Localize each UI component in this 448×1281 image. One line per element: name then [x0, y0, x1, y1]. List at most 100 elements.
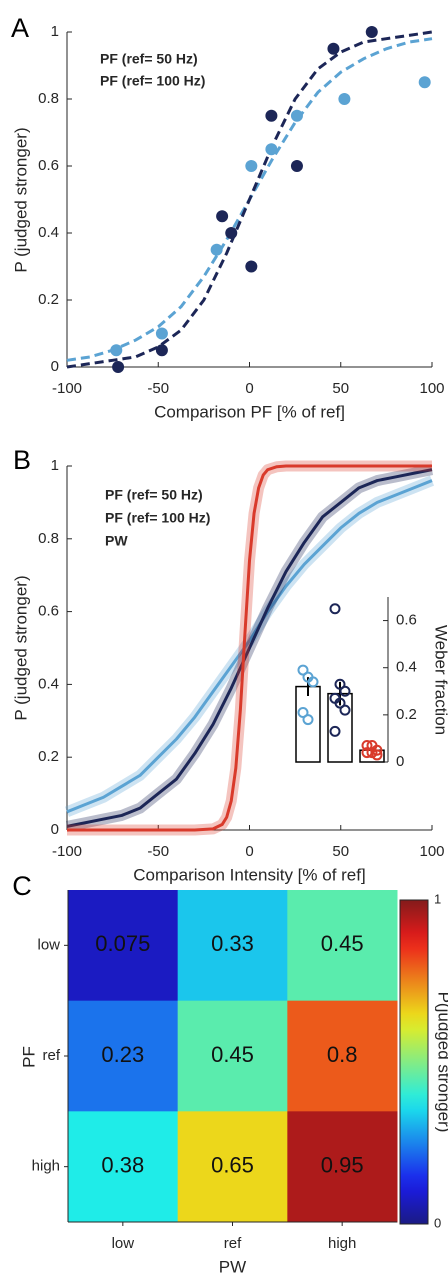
heatmap-cell: [177, 1000, 288, 1112]
data-point: [339, 704, 351, 716]
data-point: [339, 685, 351, 697]
data-point: [418, 76, 431, 89]
colorbar-label: P(judged stronger): [435, 992, 448, 1133]
heatmap-cell: [177, 1111, 288, 1223]
data-point: [245, 160, 258, 172]
x-tick-label: -50: [147, 380, 169, 397]
y-tick-label: 0.4: [396, 659, 417, 676]
data-point: [338, 93, 351, 105]
data-point: [329, 603, 341, 615]
fit-curve: [67, 464, 432, 832]
fit-curve: [66, 468, 433, 828]
x-axis-label: Comparison Intensity [% of ref]: [133, 865, 365, 884]
data-point: [216, 210, 229, 223]
y-axis-label: PF: [19, 1046, 38, 1068]
data-point: [210, 243, 223, 256]
y-tick-label: 0.6: [38, 157, 59, 174]
data-point: [297, 707, 309, 718]
x-tick-label: low: [112, 1235, 135, 1252]
y-tick-label: 0: [51, 358, 59, 375]
heatmap-cell: [287, 1000, 398, 1112]
cell-label: 0.65: [211, 1152, 254, 1177]
x-tick-label: high: [328, 1235, 356, 1252]
x-tick-label: 0: [245, 380, 253, 397]
data-point: [302, 714, 314, 726]
y-axis-label: P (judged stronger): [11, 575, 30, 720]
colorbar-tick-label: 0: [434, 1215, 441, 1230]
y-tick-label: 0.6: [38, 603, 59, 620]
data-point: [155, 344, 168, 357]
cell-label: 0.38: [101, 1152, 144, 1177]
fit-curve: [66, 479, 433, 814]
heatmap-cell: [287, 890, 398, 1002]
data-point: [297, 664, 309, 676]
data-point: [112, 361, 125, 373]
data-point: [225, 227, 238, 239]
colorbar-tick-label: 1: [434, 891, 441, 906]
heatmap-cell: [68, 1000, 179, 1112]
data-point: [334, 697, 346, 709]
x-axis-label: PW: [219, 1257, 246, 1276]
y-tick-label: 1: [51, 457, 59, 474]
cell-label: 0.45: [321, 931, 364, 956]
x-tick-label: 50: [332, 380, 349, 397]
data-point: [371, 749, 383, 761]
cell-label: 0.45: [211, 1042, 254, 1067]
legend-entry: PW: [105, 533, 128, 549]
y-axis-label: P (judged stronger): [11, 127, 30, 272]
data-point: [110, 344, 123, 357]
y-tick-label: 1: [51, 23, 59, 40]
panel-label: B: [13, 445, 31, 475]
heatmap-cell: [68, 890, 179, 1002]
data-point: [365, 26, 378, 38]
cell-label: 0.23: [101, 1042, 144, 1067]
data-point: [245, 260, 258, 273]
fit-curve: [66, 30, 433, 369]
x-tick-label: 100: [419, 380, 444, 397]
y-axis-label: Weber fraction: [432, 625, 448, 735]
colorbar: [399, 899, 429, 1225]
y-tick-label: 0.4: [38, 224, 59, 241]
x-tick-label: 100: [419, 843, 444, 860]
y-tick-label: high: [32, 1158, 60, 1175]
legend-entry: PF (ref= 50 Hz): [105, 487, 203, 503]
y-tick-label: 0.2: [38, 291, 59, 308]
heatmap-cell: [287, 1111, 398, 1223]
cell-label: 0.95: [321, 1152, 364, 1177]
data-point: [361, 747, 373, 759]
y-tick-label: 0.6: [396, 612, 417, 629]
x-tick-label: -100: [52, 380, 82, 397]
data-point: [307, 676, 319, 688]
legend-entry: PF (ref= 100 Hz): [105, 510, 210, 526]
data-point: [327, 42, 340, 55]
y-tick-label: 0: [51, 821, 59, 838]
data-point: [329, 725, 341, 737]
y-tick-label: 0: [396, 753, 404, 770]
cell-label: 0.33: [211, 931, 254, 956]
panel-label: A: [11, 13, 29, 43]
y-tick-label: 0.2: [396, 706, 417, 723]
heatmap-cell: [68, 1111, 179, 1223]
data-point: [265, 109, 278, 122]
x-tick-label: 0: [245, 843, 253, 860]
panel-label: C: [12, 871, 32, 901]
y-tick-label: 0.8: [38, 90, 59, 107]
cell-label: 0.8: [327, 1042, 358, 1067]
legend-entry: PF (ref= 100 Hz): [100, 73, 205, 89]
y-tick-label: 0.4: [38, 675, 59, 692]
data-point: [265, 143, 278, 156]
y-tick-label: low: [37, 936, 60, 953]
data-point: [361, 740, 373, 751]
data-point: [334, 678, 346, 690]
x-tick-label: ref: [224, 1235, 242, 1252]
y-tick-label: ref: [42, 1047, 60, 1064]
x-tick-label: -50: [147, 843, 169, 860]
y-tick-label: 0.8: [38, 530, 59, 547]
x-tick-label: 50: [332, 843, 349, 860]
data-point: [155, 327, 168, 340]
y-tick-label: 0.2: [38, 748, 59, 765]
data-point: [290, 160, 303, 172]
x-tick-label: -100: [52, 843, 82, 860]
